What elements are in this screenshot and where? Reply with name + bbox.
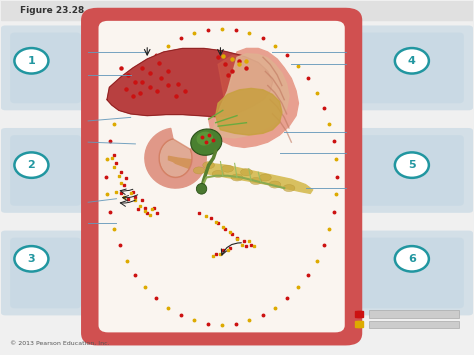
- FancyBboxPatch shape: [10, 135, 81, 206]
- FancyBboxPatch shape: [341, 128, 474, 213]
- FancyBboxPatch shape: [369, 321, 459, 328]
- Ellipse shape: [222, 165, 234, 172]
- FancyBboxPatch shape: [0, 26, 91, 110]
- FancyBboxPatch shape: [0, 230, 91, 315]
- Text: 5: 5: [408, 160, 416, 170]
- FancyBboxPatch shape: [369, 310, 459, 318]
- Ellipse shape: [269, 181, 281, 188]
- Ellipse shape: [283, 185, 295, 192]
- Polygon shape: [107, 48, 273, 117]
- Ellipse shape: [231, 174, 243, 181]
- Ellipse shape: [197, 132, 213, 146]
- FancyBboxPatch shape: [10, 237, 81, 308]
- Ellipse shape: [259, 174, 271, 181]
- Circle shape: [395, 152, 429, 178]
- Polygon shape: [145, 129, 206, 188]
- Text: 4: 4: [408, 56, 416, 66]
- FancyBboxPatch shape: [10, 33, 81, 103]
- FancyBboxPatch shape: [350, 237, 464, 308]
- Polygon shape: [159, 139, 192, 178]
- Bar: [0, 1, 474, 20]
- Circle shape: [14, 48, 48, 73]
- FancyBboxPatch shape: [341, 230, 474, 315]
- Polygon shape: [209, 48, 299, 147]
- Text: © 2013 Pearson Education, Inc.: © 2013 Pearson Education, Inc.: [10, 340, 110, 345]
- Text: 1: 1: [27, 56, 35, 66]
- Circle shape: [395, 246, 429, 272]
- FancyBboxPatch shape: [341, 26, 474, 110]
- FancyBboxPatch shape: [99, 21, 345, 332]
- Polygon shape: [213, 54, 289, 138]
- Polygon shape: [168, 156, 313, 193]
- Text: 3: 3: [27, 254, 35, 264]
- Ellipse shape: [212, 170, 224, 178]
- Circle shape: [14, 246, 48, 272]
- FancyBboxPatch shape: [350, 33, 464, 103]
- Ellipse shape: [196, 184, 207, 194]
- FancyBboxPatch shape: [0, 128, 91, 213]
- Circle shape: [14, 152, 48, 178]
- FancyBboxPatch shape: [350, 135, 464, 206]
- Ellipse shape: [203, 162, 215, 169]
- Ellipse shape: [193, 167, 205, 174]
- Text: Figure 23.28: Figure 23.28: [19, 6, 84, 15]
- Text: 2: 2: [27, 160, 35, 170]
- Ellipse shape: [191, 129, 222, 155]
- Ellipse shape: [240, 169, 252, 176]
- Polygon shape: [218, 55, 273, 116]
- Polygon shape: [216, 88, 282, 135]
- Ellipse shape: [250, 178, 262, 185]
- Circle shape: [395, 48, 429, 73]
- FancyBboxPatch shape: [81, 8, 362, 345]
- Text: 6: 6: [408, 254, 416, 264]
